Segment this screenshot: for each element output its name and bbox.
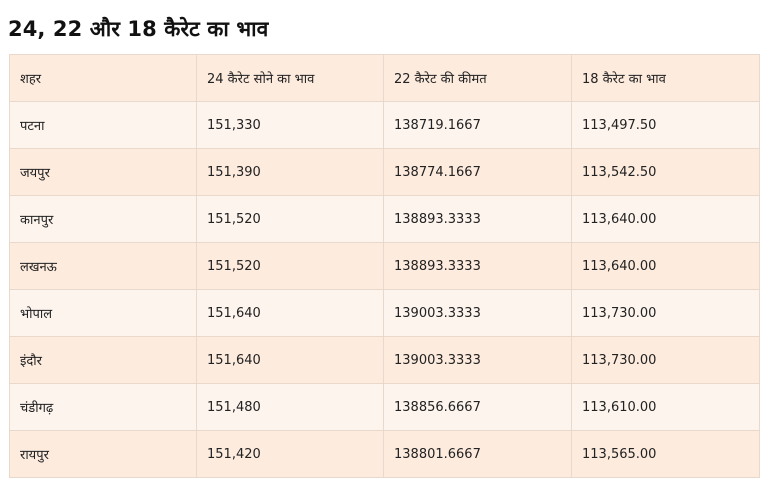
cell-city: चंडीगढ़ [9, 383, 197, 431]
cell-city: लखनऊ [9, 242, 197, 290]
table-row: जयपुर 151,390 138774.1667 113,542.50 [9, 148, 760, 196]
cell-24k: 151,330 [196, 101, 384, 149]
page-title: 24, 22 और 18 कैरेट का भाव [8, 17, 269, 41]
cell-24k: 151,520 [196, 195, 384, 243]
cell-22k: 139003.3333 [383, 289, 572, 337]
cell-18k: 113,610.00 [571, 383, 760, 431]
column-header-18k: 18 कैरेट का भाव [571, 54, 760, 102]
cell-24k: 151,640 [196, 336, 384, 384]
cell-18k: 113,640.00 [571, 242, 760, 290]
cell-22k: 138719.1667 [383, 101, 572, 149]
gold-rate-table: शहर 24 कैरेट सोने का भाव 22 कैरेट की कीम… [9, 54, 760, 478]
cell-24k: 151,480 [196, 383, 384, 431]
cell-22k: 138774.1667 [383, 148, 572, 196]
cell-18k: 113,542.50 [571, 148, 760, 196]
cell-24k: 151,420 [196, 430, 384, 478]
cell-city: जयपुर [9, 148, 197, 196]
column-header-22k: 22 कैरेट की कीमत [383, 54, 572, 102]
table-row: लखनऊ 151,520 138893.3333 113,640.00 [9, 242, 760, 290]
cell-18k: 113,640.00 [571, 195, 760, 243]
cell-22k: 138893.3333 [383, 242, 572, 290]
cell-city: रायपुर [9, 430, 197, 478]
table-row: इंदौर 151,640 139003.3333 113,730.00 [9, 336, 760, 384]
cell-city: भोपाल [9, 289, 197, 337]
cell-18k: 113,730.00 [571, 289, 760, 337]
cell-22k: 139003.3333 [383, 336, 572, 384]
table-header-row: शहर 24 कैरेट सोने का भाव 22 कैरेट की कीम… [9, 54, 760, 102]
cell-18k: 113,497.50 [571, 101, 760, 149]
cell-22k: 138893.3333 [383, 195, 572, 243]
cell-city: इंदौर [9, 336, 197, 384]
cell-24k: 151,640 [196, 289, 384, 337]
cell-24k: 151,520 [196, 242, 384, 290]
table-row: चंडीगढ़ 151,480 138856.6667 113,610.00 [9, 383, 760, 431]
cell-18k: 113,730.00 [571, 336, 760, 384]
table-row: पटना 151,330 138719.1667 113,497.50 [9, 101, 760, 149]
table-row: भोपाल 151,640 139003.3333 113,730.00 [9, 289, 760, 337]
column-header-24k: 24 कैरेट सोने का भाव [196, 54, 384, 102]
table-row: रायपुर 151,420 138801.6667 113,565.00 [9, 430, 760, 478]
cell-city: कानपुर [9, 195, 197, 243]
cell-city: पटना [9, 101, 197, 149]
cell-22k: 138856.6667 [383, 383, 572, 431]
column-header-city: शहर [9, 54, 197, 102]
table-row: कानपुर 151,520 138893.3333 113,640.00 [9, 195, 760, 243]
cell-24k: 151,390 [196, 148, 384, 196]
cell-22k: 138801.6667 [383, 430, 572, 478]
cell-18k: 113,565.00 [571, 430, 760, 478]
